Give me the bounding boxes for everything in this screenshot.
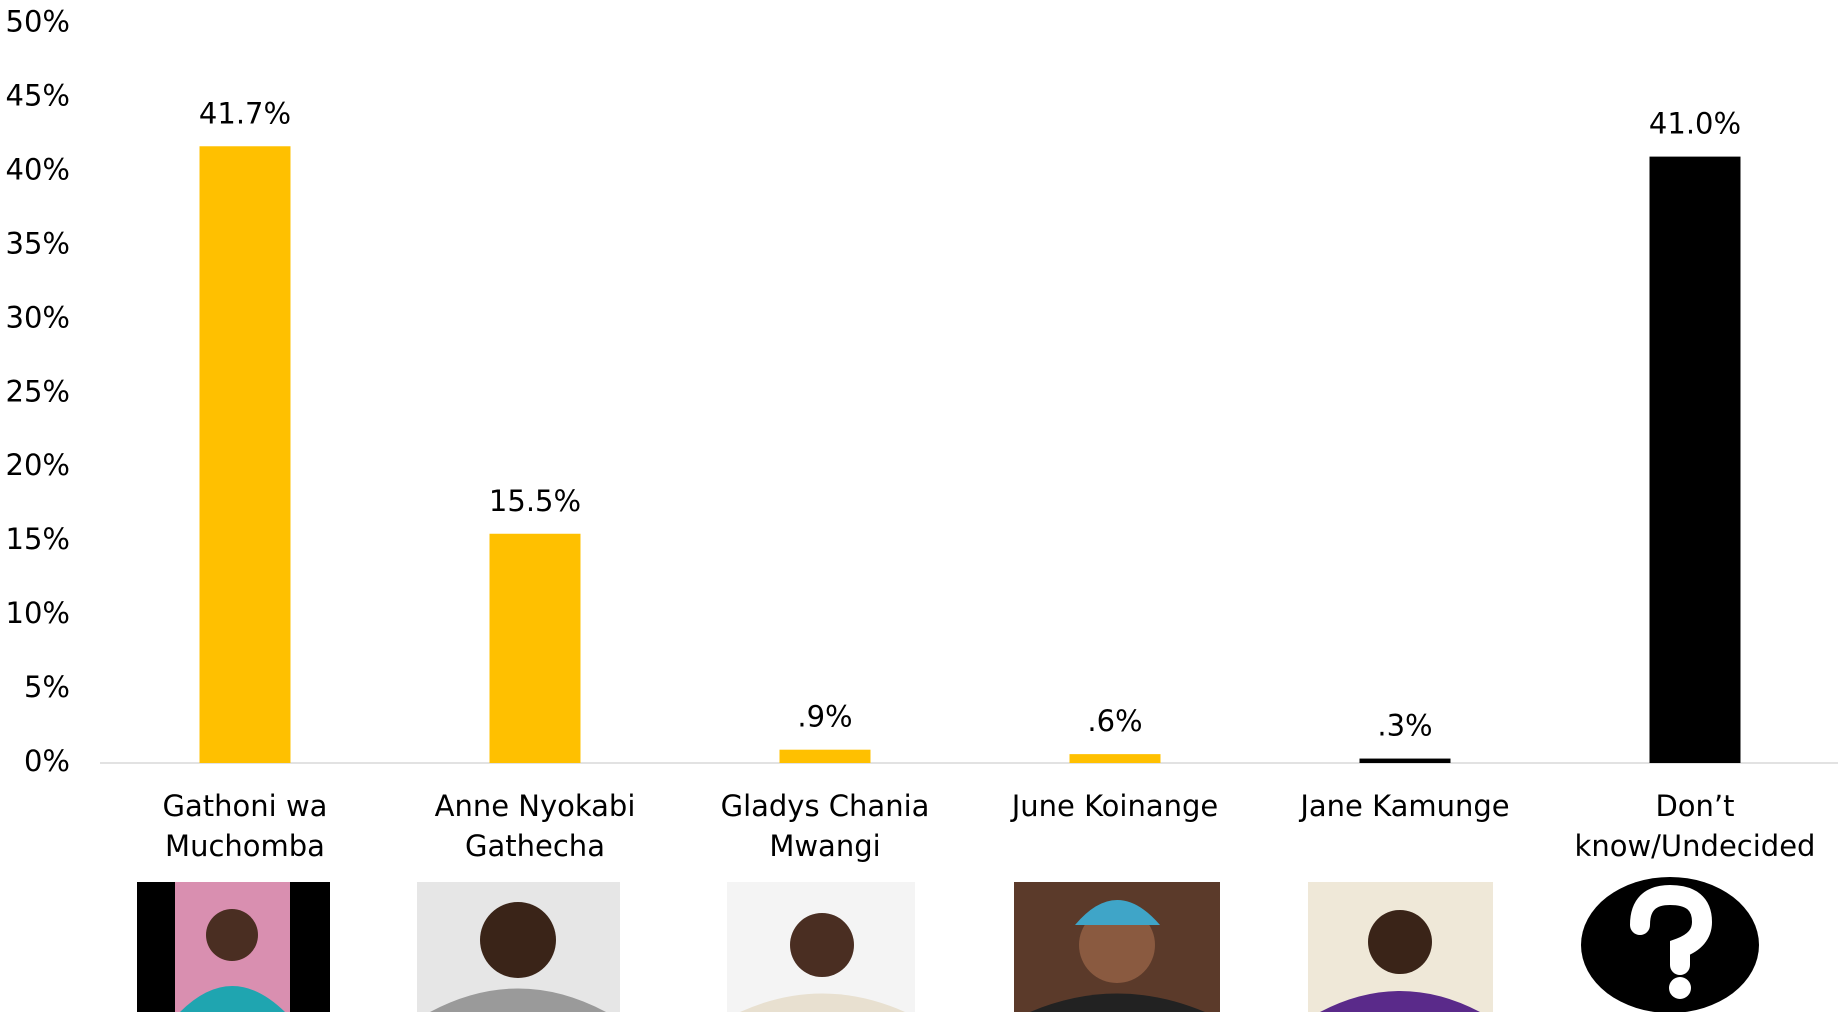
photo-headscarf <box>1075 900 1160 925</box>
y-tick-label: 50% <box>6 5 70 39</box>
y-tick-label: 0% <box>24 744 70 778</box>
value-label: 15.5% <box>489 484 581 518</box>
y-tick-label: 35% <box>6 226 70 260</box>
y-tick-label: 30% <box>6 300 70 334</box>
value-label: 41.0% <box>1649 107 1741 141</box>
photo-head <box>790 913 854 977</box>
photo-body <box>740 993 905 1012</box>
x-tick-label: Don’t know/Undecided <box>1574 789 1816 863</box>
y-tick-label: 25% <box>6 374 70 408</box>
question-icon-glyph <box>1630 884 1713 975</box>
x-tick-label: Anne Nyokabi Gathecha <box>434 789 636 863</box>
bar <box>489 533 581 763</box>
photo-head <box>480 902 556 978</box>
x-tick-label: June Koinange <box>1011 789 1219 823</box>
y-tick-label: 10% <box>6 596 70 630</box>
photo-body <box>180 986 285 1012</box>
x-tick-label: Gladys Chania Mwangi <box>720 789 930 863</box>
photo-head <box>1368 910 1432 974</box>
bar <box>199 146 291 763</box>
photo-body <box>1030 993 1205 1012</box>
photo-head <box>206 909 258 961</box>
photo-head <box>1079 907 1155 983</box>
value-label: 41.7% <box>199 96 291 130</box>
y-tick-label: 5% <box>24 670 70 704</box>
x-tick-label: Jane Kamunge <box>1300 789 1510 823</box>
y-tick-label: 45% <box>6 78 70 112</box>
bar <box>1359 758 1451 763</box>
value-label: .6% <box>1087 704 1142 738</box>
y-tick-label: 40% <box>6 152 70 186</box>
photo-body <box>1320 991 1480 1012</box>
x-tick-label: Gathoni wa Muchomba <box>162 789 328 863</box>
photo-body <box>430 988 606 1012</box>
value-label: .9% <box>797 700 852 734</box>
bar <box>1649 156 1741 764</box>
y-tick-label: 20% <box>6 448 70 482</box>
value-label: .3% <box>1377 709 1432 743</box>
bar <box>1069 754 1161 763</box>
y-tick-label: 15% <box>6 522 70 556</box>
photos <box>137 877 1759 1012</box>
bar <box>779 749 871 763</box>
question-icon-dot <box>1669 977 1691 999</box>
